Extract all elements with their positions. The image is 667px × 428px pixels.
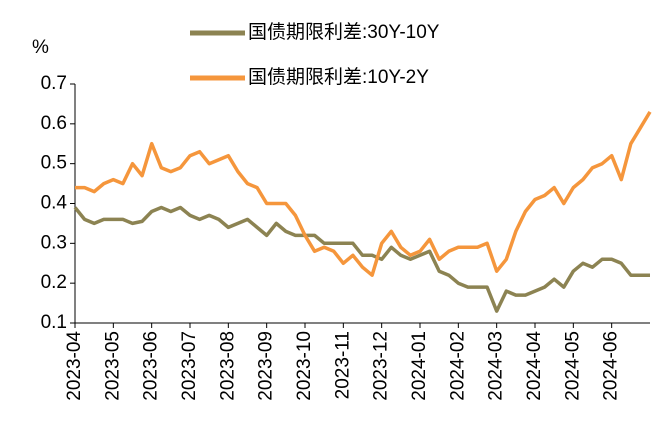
x-tick-label: 2024-03 [486, 331, 507, 401]
unit-label: % [32, 37, 49, 58]
legend-label: 国债期限利差:30Y-10Y [248, 21, 440, 43]
x-tick-label: 2023-09 [256, 331, 277, 401]
x-tick-label: 2024-02 [447, 331, 468, 401]
y-tick-label: 0.7 [41, 73, 67, 94]
x-tick-label: 2023-07 [179, 331, 200, 401]
y-tick-label: 0.3 [41, 232, 67, 253]
x-tick-label: 2024-01 [409, 331, 430, 401]
x-tick-label: 2023-12 [371, 331, 392, 401]
x-tick-label: 2023-04 [64, 331, 85, 401]
x-tick-label: 2023-05 [102, 331, 123, 401]
x-tick-label: 2024-06 [601, 331, 622, 401]
y-tick-label: 0.6 [41, 113, 67, 134]
x-tick-label: 2023-06 [141, 331, 162, 401]
x-tick-label: 2023-10 [294, 331, 315, 401]
x-tick-label: 2023-11 [332, 331, 353, 399]
x-tick-label: 2023-08 [217, 331, 238, 401]
y-tick-label: 0.4 [41, 193, 68, 214]
y-tick-label: 0.1 [41, 312, 67, 333]
x-tick-label: 2024-05 [562, 331, 583, 401]
legend-label: 国债期限利差:10Y-2Y [248, 66, 429, 88]
y-tick-label: 0.5 [41, 153, 67, 174]
x-tick-label: 2024-04 [524, 331, 545, 401]
y-tick-label: 0.2 [41, 272, 67, 293]
line-series [75, 110, 652, 277]
line-series [73, 205, 650, 313]
